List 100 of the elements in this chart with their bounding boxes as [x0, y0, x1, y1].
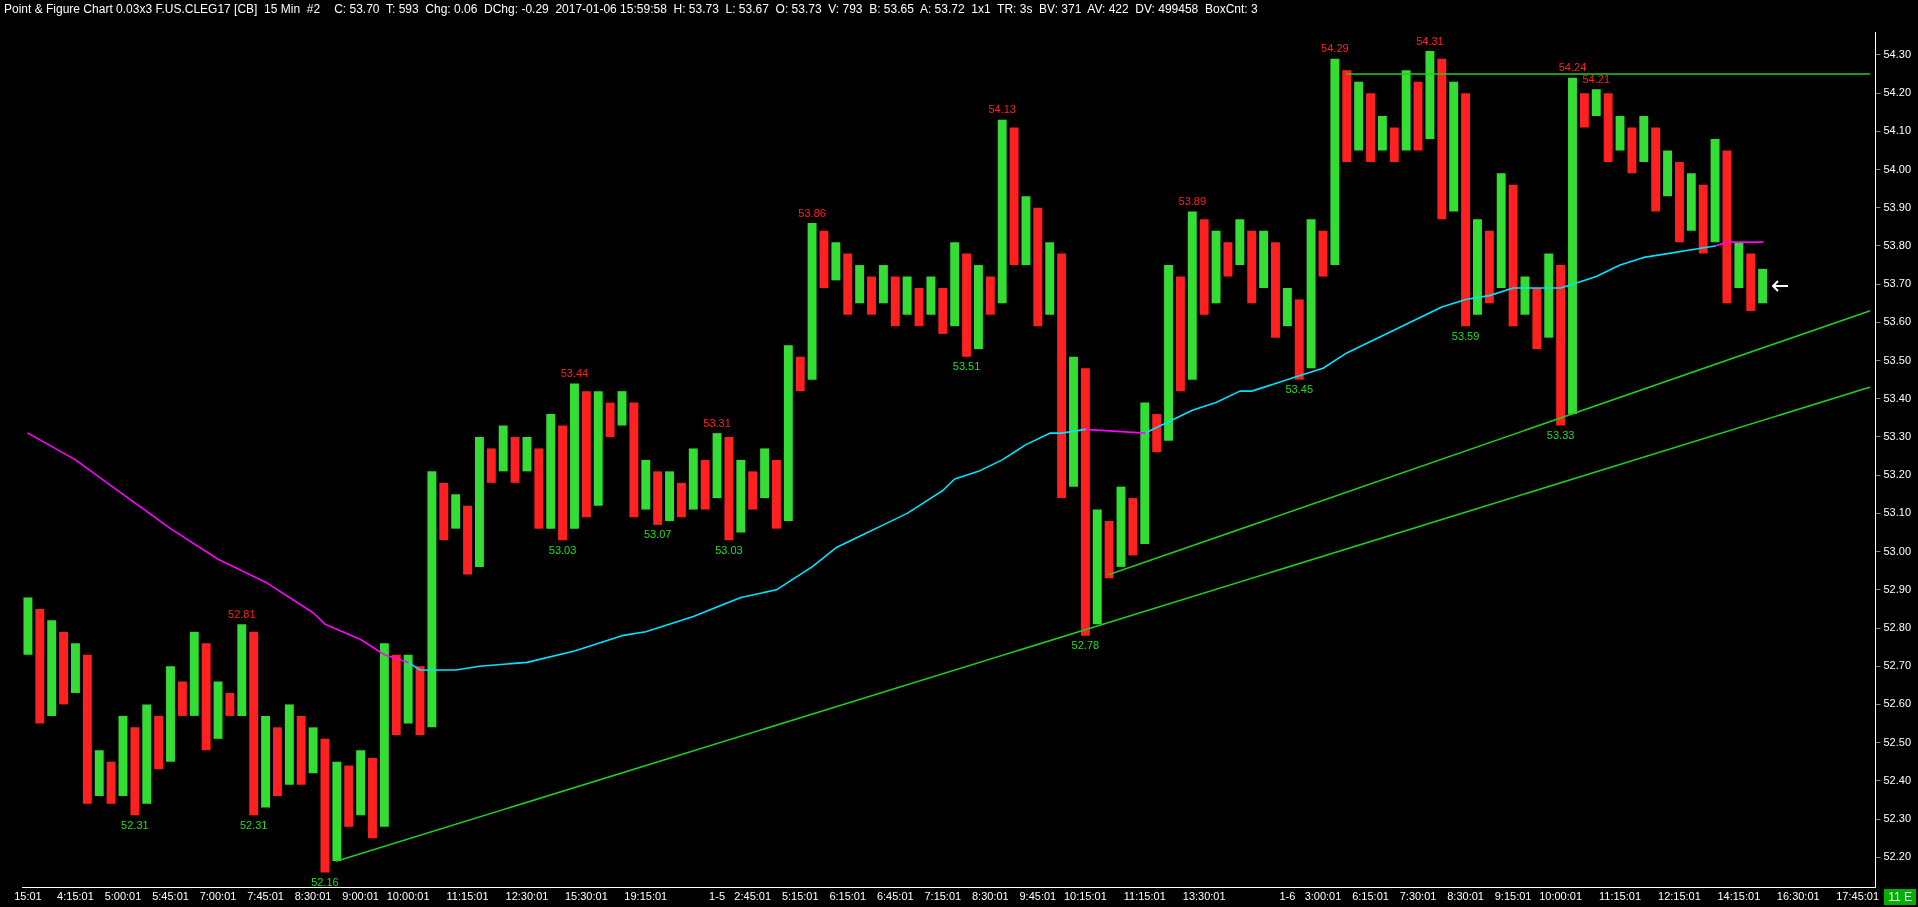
y-tick-label: 52.40	[1883, 773, 1911, 786]
bar	[1568, 77, 1577, 415]
x-tick-label: 10:00:01	[1539, 890, 1583, 903]
annotation: 53.89	[1178, 195, 1207, 208]
bar	[1318, 230, 1328, 277]
x-tick-label: 6:15:01	[829, 890, 867, 903]
x-tick-label: 11:15:01	[1123, 890, 1166, 903]
bar	[1057, 253, 1067, 499]
bar	[1377, 116, 1387, 151]
bar	[1021, 196, 1031, 266]
bar	[1449, 81, 1459, 212]
annotation: 52.16	[311, 876, 339, 889]
bar	[344, 765, 354, 827]
bar	[1461, 93, 1471, 327]
bar	[1104, 521, 1114, 579]
y-tick-label: 54.10	[1883, 124, 1911, 137]
bar	[938, 287, 948, 334]
bar	[831, 242, 841, 281]
bar	[1686, 173, 1696, 231]
y-tick-label: 53.60	[1883, 315, 1911, 328]
bar	[272, 727, 282, 797]
x-tick-label: 8:30:01	[1447, 890, 1484, 903]
bar	[1496, 173, 1506, 288]
annotation: 53.03	[715, 543, 743, 556]
text: 11 E	[1884, 889, 1916, 905]
bar	[225, 692, 235, 716]
bar	[1698, 184, 1708, 254]
bar	[1651, 127, 1661, 212]
bar	[1045, 242, 1055, 315]
x-tick-label: 15:01	[14, 890, 42, 903]
y-tick-label: 53.20	[1883, 468, 1911, 481]
bar	[1282, 287, 1292, 327]
bar	[997, 119, 1007, 304]
bar	[1128, 498, 1138, 556]
x-tick-label: 1-6	[1279, 890, 1296, 903]
bar	[474, 436, 484, 567]
chart-title: Point & Figure Chart 0.03x3 F.US.CLEG17 [CB] 15 Min #2	[4, 2, 321, 16]
bar	[1734, 242, 1744, 288]
bar	[867, 276, 876, 315]
bar	[1306, 219, 1316, 369]
x-tick-label: 10:15:01	[1063, 890, 1107, 903]
bar	[1663, 150, 1673, 197]
y-tick-label: 53.80	[1883, 238, 1911, 251]
annotation: 54.13	[988, 103, 1016, 116]
y-tick-label: 52.20	[1883, 850, 1911, 863]
bar	[1092, 509, 1102, 625]
bar	[688, 448, 698, 510]
x-tick-label: 19:15:01	[624, 890, 668, 903]
bar	[641, 459, 651, 510]
bar	[1271, 242, 1280, 338]
x-tick-label: 10:00:01	[386, 890, 430, 903]
bar	[47, 620, 57, 716]
bar	[498, 425, 508, 472]
bar	[1187, 211, 1197, 380]
bar	[748, 471, 758, 510]
bar	[1223, 242, 1233, 277]
bar	[1579, 93, 1589, 128]
annotation: 54.31	[1416, 34, 1444, 47]
bar	[1556, 265, 1566, 426]
bar	[332, 761, 342, 862]
bar	[23, 597, 33, 655]
bar	[1401, 70, 1411, 151]
bar	[379, 643, 389, 827]
bar	[403, 654, 413, 724]
bar	[736, 459, 746, 533]
x-tick-label: 3:00:01	[1304, 890, 1342, 903]
annotation: 53.51	[952, 360, 981, 373]
bar	[1366, 93, 1375, 162]
y-tick-label: 53.40	[1883, 391, 1911, 404]
bar	[71, 643, 80, 693]
y-tick-label: 54.30	[1883, 47, 1911, 60]
bar	[1484, 230, 1494, 304]
bar	[843, 253, 853, 315]
bar	[368, 757, 377, 839]
y-tick-label: 52.50	[1883, 735, 1911, 748]
bar	[617, 391, 627, 426]
bar	[570, 383, 579, 529]
bar	[783, 345, 793, 522]
bar	[1627, 127, 1637, 174]
bar	[1639, 116, 1649, 162]
bar	[1674, 161, 1684, 243]
bar	[1164, 265, 1173, 441]
bar	[795, 356, 805, 392]
annotation: 53.45	[1285, 383, 1313, 396]
bar	[665, 471, 674, 522]
bar	[1033, 207, 1043, 327]
bar	[581, 391, 591, 518]
bar	[106, 761, 116, 804]
bar	[1413, 81, 1423, 151]
y-tick-label: 53.70	[1883, 277, 1911, 290]
bar	[1235, 219, 1245, 266]
bar	[1152, 414, 1162, 453]
annotation: 52.81	[228, 607, 256, 620]
bar	[201, 643, 211, 751]
bar	[1746, 253, 1756, 311]
bar	[760, 448, 770, 499]
bar	[427, 471, 437, 728]
x-tick-label: 4:15:01	[57, 890, 94, 903]
bar	[962, 253, 972, 357]
y-tick-label: 53.10	[1883, 506, 1911, 519]
